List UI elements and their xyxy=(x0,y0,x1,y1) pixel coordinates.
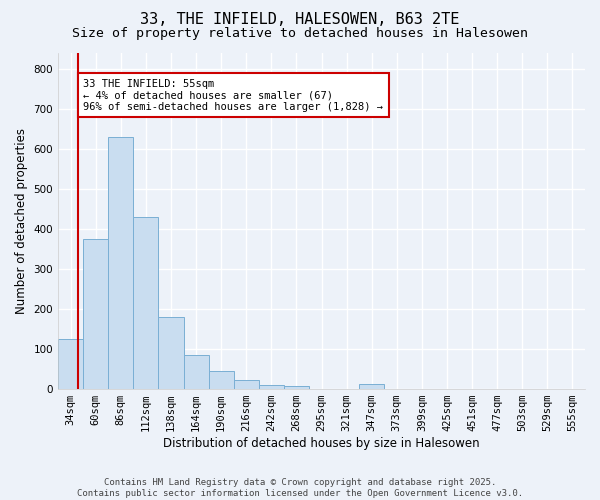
Text: 33, THE INFIELD, HALESOWEN, B63 2TE: 33, THE INFIELD, HALESOWEN, B63 2TE xyxy=(140,12,460,28)
Bar xyxy=(259,385,284,389)
Text: Size of property relative to detached houses in Halesowen: Size of property relative to detached ho… xyxy=(72,28,528,40)
Bar xyxy=(158,317,184,389)
Bar xyxy=(83,239,108,389)
Text: 33 THE INFIELD: 55sqm
← 4% of detached houses are smaller (67)
96% of semi-detac: 33 THE INFIELD: 55sqm ← 4% of detached h… xyxy=(83,78,383,112)
Y-axis label: Number of detached properties: Number of detached properties xyxy=(15,128,28,314)
Text: Contains HM Land Registry data © Crown copyright and database right 2025.
Contai: Contains HM Land Registry data © Crown c… xyxy=(77,478,523,498)
Bar xyxy=(359,384,384,389)
Bar xyxy=(209,371,233,389)
Bar xyxy=(108,136,133,389)
Bar xyxy=(133,217,158,389)
Bar xyxy=(184,355,209,389)
X-axis label: Distribution of detached houses by size in Halesowen: Distribution of detached houses by size … xyxy=(163,437,480,450)
Bar xyxy=(284,386,309,389)
Bar xyxy=(233,380,259,389)
Bar xyxy=(58,339,83,389)
